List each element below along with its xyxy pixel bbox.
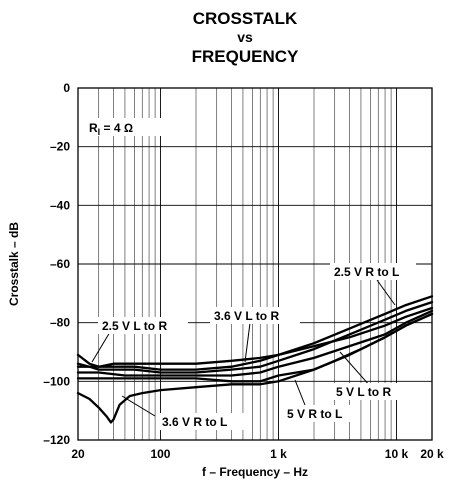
series-line-3.6-v-l-to-r [76, 306, 434, 368]
series-lines [76, 295, 434, 424]
series-line-3.6-v-r-to-l [76, 312, 434, 424]
condition-label-bg [84, 118, 164, 136]
condition-subscript: l [98, 127, 101, 137]
x-tick-label: 20 k [420, 447, 444, 461]
y-tick-label: –60 [50, 257, 70, 271]
x-tick-label: 20 [71, 447, 85, 461]
x-axis-label: f – Frequency – Hz [202, 465, 308, 479]
x-tick-label: 100 [150, 447, 170, 461]
y-axis-label: Crosstalk – dB [7, 222, 21, 306]
annot-bg-3.6v-r-to-l [158, 413, 248, 430]
y-tick-label: –40 [50, 198, 70, 212]
leader-5v-l-to-r [339, 351, 371, 387]
condition-label-text: Rl = 4 Ω [89, 121, 133, 137]
annot-bg-5v-r-to-l [283, 405, 359, 422]
curve-annotations: 2.5 V R to L 2.5 V L to R 3.6 V L to R 5… [91, 263, 416, 430]
leader-3.6v-r-to-l [121, 395, 156, 417]
y-tick-label: –20 [50, 140, 70, 154]
plot-frame [77, 87, 433, 441]
leader-3.6v-l-to-r [244, 322, 251, 363]
annot-bg-5v-l-to-r [332, 383, 408, 400]
annot-3.6v-r-to-l: 3.6 V R to L [162, 415, 227, 429]
chart-title-line-2: vs [237, 29, 253, 45]
leader-2.5v-r-to-l [376, 279, 396, 306]
leader-2.5v-l-to-r [91, 331, 111, 363]
x-tick-labels: 20 100 1 k 10 k 20 k [71, 447, 444, 461]
chart-title-line-1: CROSSTALK [193, 9, 298, 28]
y-tick-label: –100 [43, 374, 70, 388]
y-tick-label: 0 [63, 81, 70, 95]
condition-symbol: R [89, 121, 98, 135]
y-tick-label: –80 [50, 316, 70, 330]
annot-5v-l-to-r: 5 V L to R [336, 385, 391, 399]
leader-5v-r-to-l [294, 379, 306, 406]
annot-2.5v-r-to-l: 2.5 V R to L [334, 265, 399, 279]
condition-label: Rl = 4 Ω [84, 118, 164, 137]
annot-bg-2.5v-r-to-l [330, 263, 416, 280]
x-tick-label: 1 k [270, 447, 287, 461]
condition-value: = 4 Ω [100, 121, 133, 135]
y-tick-label: –120 [43, 433, 70, 447]
series-line-5-v-l-to-r [76, 309, 434, 377]
annot-3.6v-l-to-r: 3.6 V L to R [214, 309, 279, 323]
annot-bg-2.5v-l-to-r [98, 317, 188, 334]
series-line-2.5-v-l-to-r [76, 300, 434, 374]
y-tick-labels: 0 –20 –40 –60 –80 –100 –120 [43, 81, 70, 447]
annot-2.5v-l-to-r: 2.5 V L to R [102, 319, 167, 333]
annot-5v-r-to-l: 5 V R to L [287, 407, 342, 421]
chart-title-line-3: FREQUENCY [192, 47, 299, 66]
annot-bg-3.6v-l-to-r [210, 307, 300, 324]
x-tick-label: 10 k [385, 447, 409, 461]
